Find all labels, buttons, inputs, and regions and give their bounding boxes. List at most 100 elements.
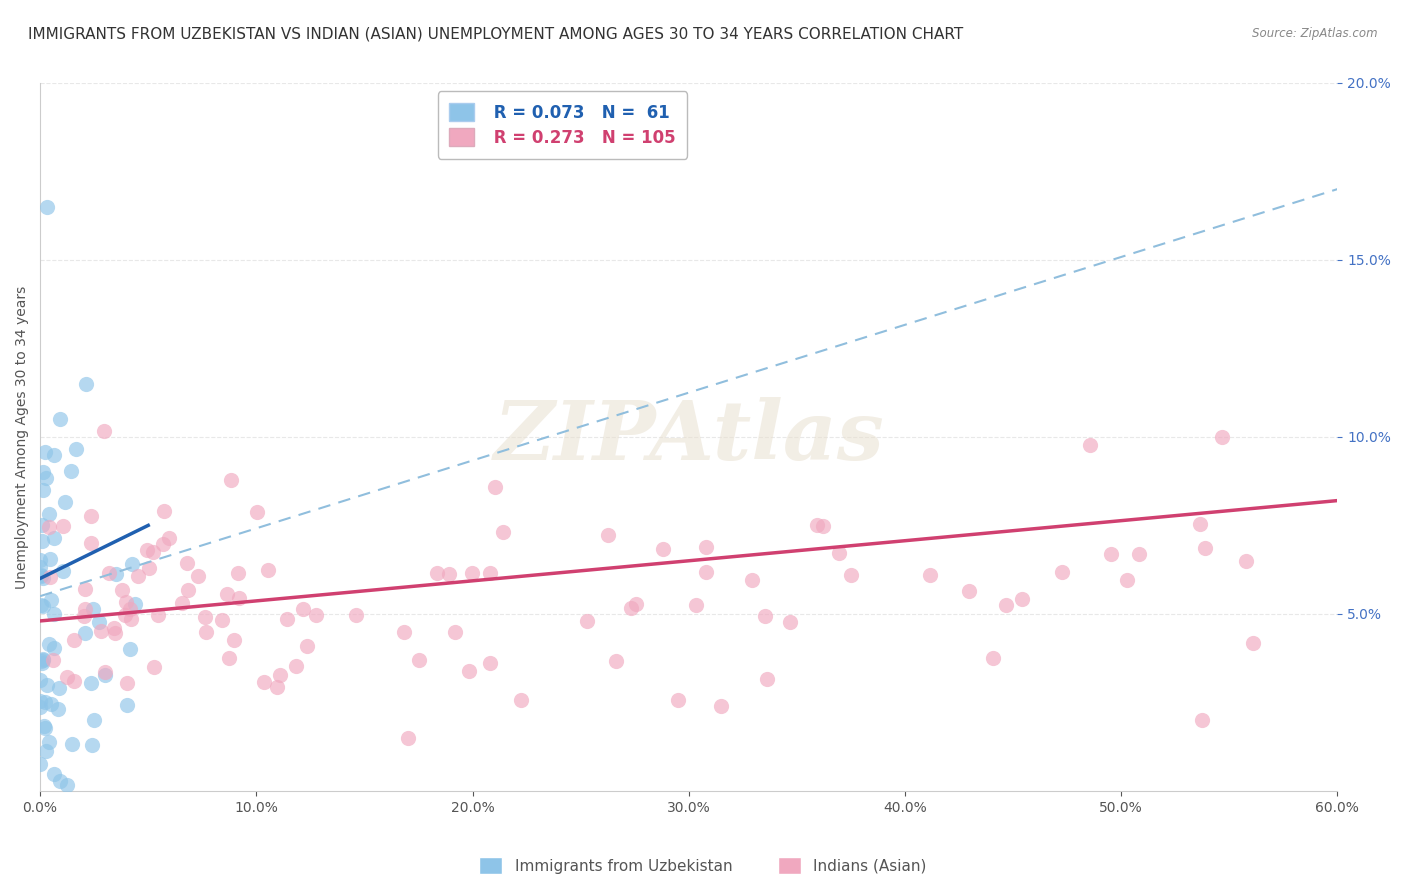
Point <box>439 566 461 581</box>
Point <box>458 664 481 678</box>
Point <box>34 445 56 459</box>
Point <box>44 640 66 655</box>
Point <box>1011 592 1033 607</box>
Point <box>82 602 104 616</box>
Point <box>1191 713 1213 727</box>
Point <box>30 694 52 708</box>
Point <box>60 737 83 751</box>
Point <box>510 693 533 707</box>
Point <box>576 615 599 629</box>
Point <box>1115 573 1137 587</box>
Point <box>779 615 801 629</box>
Point <box>710 698 733 713</box>
Point <box>38 735 60 749</box>
Point <box>754 609 776 624</box>
Text: IMMIGRANTS FROM UZBEKISTAN VS INDIAN (ASIAN) UNEMPLOYMENT AMONG AGES 30 TO 34 YE: IMMIGRANTS FROM UZBEKISTAN VS INDIAN (AS… <box>28 27 963 42</box>
Point <box>56 670 79 684</box>
Point <box>94 667 117 681</box>
Point <box>444 624 467 639</box>
Point <box>83 713 105 727</box>
Point <box>685 599 707 613</box>
Point <box>392 624 415 639</box>
Point <box>806 518 828 533</box>
Point <box>1128 547 1150 561</box>
Point <box>153 504 176 518</box>
Point <box>42 607 65 622</box>
Point <box>1188 517 1211 532</box>
Point <box>1078 437 1101 451</box>
Point <box>30 700 52 714</box>
Point <box>1099 547 1122 561</box>
Point <box>30 757 52 772</box>
Point <box>269 668 291 682</box>
Point <box>49 412 72 426</box>
Point <box>461 566 484 581</box>
Point <box>80 738 103 752</box>
Point <box>31 518 53 533</box>
Point <box>52 519 75 533</box>
Point <box>479 656 502 670</box>
Point <box>1194 541 1216 555</box>
Point <box>177 582 200 597</box>
Point <box>42 531 65 545</box>
Point <box>228 566 250 580</box>
Point <box>80 536 103 550</box>
Point <box>176 556 198 570</box>
Point <box>117 676 139 690</box>
Point <box>31 483 53 497</box>
Point <box>408 653 430 667</box>
Point <box>94 665 117 679</box>
Point <box>117 698 139 712</box>
Point <box>63 633 86 648</box>
Point <box>32 571 55 585</box>
Point <box>34 744 56 758</box>
Point <box>52 564 75 578</box>
Point <box>38 637 60 651</box>
Point <box>136 543 159 558</box>
Point <box>127 568 149 582</box>
Point <box>695 540 717 554</box>
Point <box>42 653 65 667</box>
Point <box>31 534 53 549</box>
Point <box>32 652 55 666</box>
Point <box>41 697 63 711</box>
Point <box>89 615 111 629</box>
Point <box>46 702 69 716</box>
Text: Source: ZipAtlas.com: Source: ZipAtlas.com <box>1253 27 1378 40</box>
Point <box>172 596 194 610</box>
Point <box>34 695 56 709</box>
Point <box>292 601 315 615</box>
Point <box>30 569 52 583</box>
Point <box>695 566 717 580</box>
Point <box>215 587 238 601</box>
Point <box>31 465 53 479</box>
Point <box>143 660 166 674</box>
Point <box>39 552 62 566</box>
Point <box>121 558 143 572</box>
Point <box>114 608 136 623</box>
Point <box>228 591 250 606</box>
Legend:  R = 0.073   N =  61,  R = 0.273   N = 105: R = 0.073 N = 61, R = 0.273 N = 105 <box>437 91 688 159</box>
Point <box>920 568 942 582</box>
Point <box>266 681 288 695</box>
Point <box>756 672 779 686</box>
Point <box>957 583 980 598</box>
Point <box>1052 565 1074 579</box>
Point <box>59 464 82 478</box>
Point <box>75 376 97 391</box>
Point <box>32 599 55 613</box>
Point <box>741 573 763 587</box>
Point <box>103 621 125 635</box>
Point <box>284 658 307 673</box>
Point <box>598 527 620 541</box>
Point <box>142 544 165 558</box>
Point <box>73 582 96 596</box>
Text: ZIPAtlas: ZIPAtlas <box>494 397 884 477</box>
Point <box>811 518 834 533</box>
Point <box>224 633 246 648</box>
Point <box>246 504 269 518</box>
Point <box>80 509 103 524</box>
Point <box>105 566 128 581</box>
Point <box>30 598 52 612</box>
Point <box>49 773 72 788</box>
